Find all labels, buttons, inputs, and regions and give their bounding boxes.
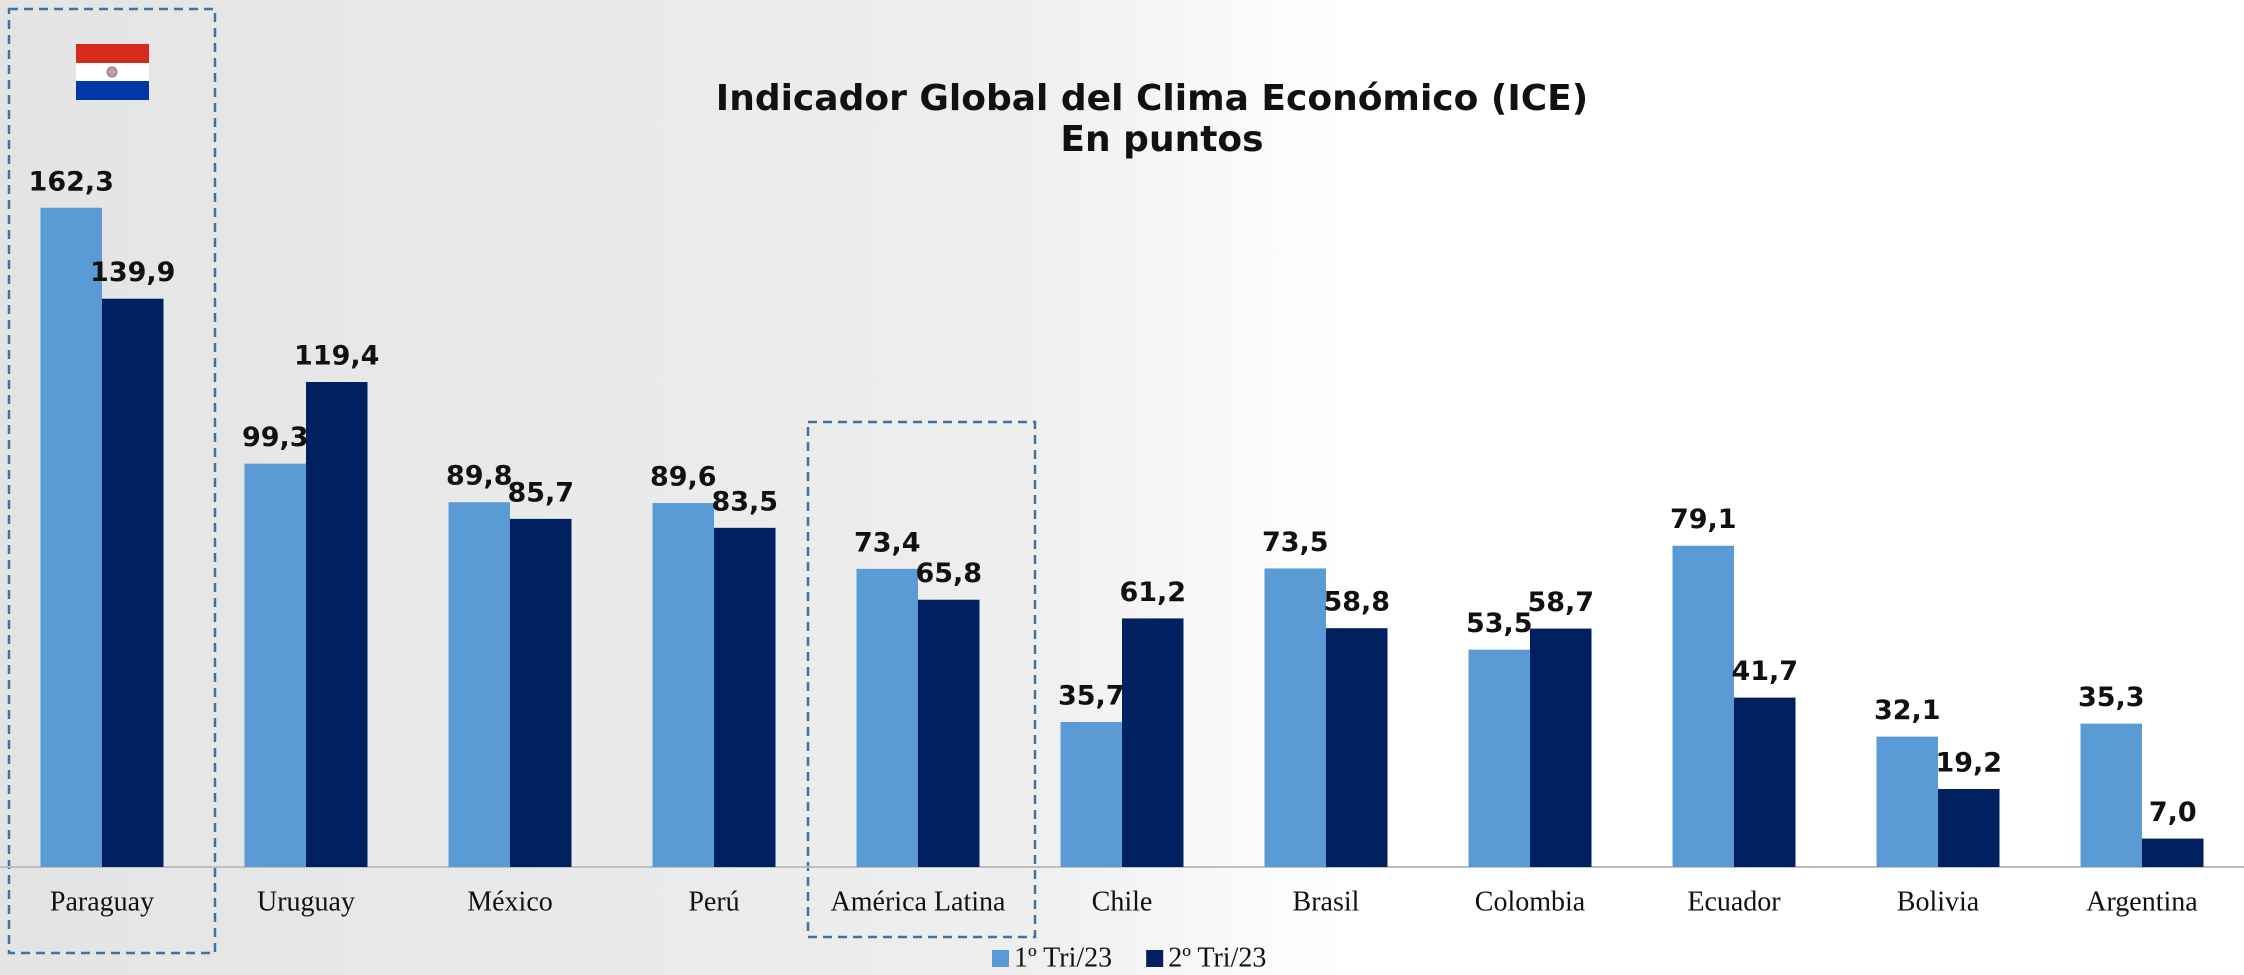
- data-label: 99,3: [242, 422, 309, 453]
- data-label: 85,7: [507, 477, 574, 508]
- bar: [2142, 838, 2204, 867]
- bar: [1060, 721, 1122, 867]
- bar: [40, 207, 102, 867]
- x-tick-label: Perú: [688, 886, 739, 917]
- bar: [102, 298, 164, 868]
- legend-label: 2º Tri/23: [1168, 942, 1266, 973]
- data-label: 89,8: [446, 461, 513, 492]
- bar: [306, 382, 368, 867]
- data-label: 79,1: [1670, 504, 1737, 535]
- data-label: 61,2: [1119, 577, 1186, 608]
- bar: [1938, 789, 2000, 867]
- chart-title: Indicador Global del Clima Económico (IC…: [716, 78, 1588, 119]
- bar: [244, 463, 306, 867]
- x-tick-label: Argentina: [2086, 886, 2198, 917]
- legend-swatch: [992, 950, 1009, 967]
- chart-subtitle: En puntos: [1060, 119, 1263, 160]
- bar: [652, 503, 714, 867]
- bar: [1876, 736, 1938, 867]
- data-label: 35,7: [1058, 680, 1125, 711]
- data-label: 73,4: [854, 527, 921, 558]
- bar: [1530, 628, 1592, 867]
- bar: [1468, 649, 1530, 867]
- bar: [448, 502, 510, 867]
- x-tick-label: México: [467, 886, 553, 917]
- data-label: 41,7: [1731, 656, 1798, 687]
- data-label: 119,4: [294, 341, 379, 372]
- bar: [510, 518, 572, 867]
- bar: [918, 599, 980, 867]
- bar: [714, 527, 776, 867]
- bar: [2080, 723, 2142, 867]
- data-label: 83,5: [711, 486, 778, 517]
- bar: [1734, 697, 1796, 867]
- bar: [856, 568, 918, 867]
- highlight-box: [7, 7, 217, 955]
- x-tick-label: Colombia: [1475, 886, 1586, 917]
- data-label: 65,8: [915, 558, 982, 589]
- x-tick-label: Brasil: [1293, 886, 1360, 917]
- x-tick-label: Paraguay: [50, 886, 154, 917]
- data-label: 19,2: [1935, 748, 2002, 779]
- x-tick-label: América Latina: [831, 886, 1006, 917]
- bar: [1122, 618, 1184, 867]
- data-label: 58,7: [1527, 587, 1594, 618]
- x-tick-label: Bolivia: [1897, 886, 1980, 917]
- x-tick-label: Uruguay: [257, 886, 355, 917]
- bar: [1326, 628, 1388, 867]
- data-label: 89,6: [650, 462, 717, 493]
- data-label: 73,5: [1262, 527, 1329, 558]
- data-label: 53,5: [1466, 608, 1533, 639]
- highlight-box: [806, 420, 1037, 939]
- data-label: 139,9: [90, 257, 175, 288]
- legend-swatch: [1146, 950, 1164, 967]
- x-tick-label: Ecuador: [1687, 886, 1781, 917]
- bar: [1264, 568, 1326, 867]
- data-label: 58,8: [1323, 587, 1390, 618]
- bar: [1672, 545, 1734, 867]
- data-label: 7,0: [2149, 797, 2197, 828]
- flag: [76, 44, 149, 100]
- data-label: 35,3: [2078, 682, 2145, 713]
- data-label: 32,1: [1874, 695, 1941, 726]
- legend-label: 1º Tri/23: [1014, 942, 1112, 973]
- data-label: 162,3: [29, 166, 114, 197]
- x-tick-label: Chile: [1092, 886, 1153, 917]
